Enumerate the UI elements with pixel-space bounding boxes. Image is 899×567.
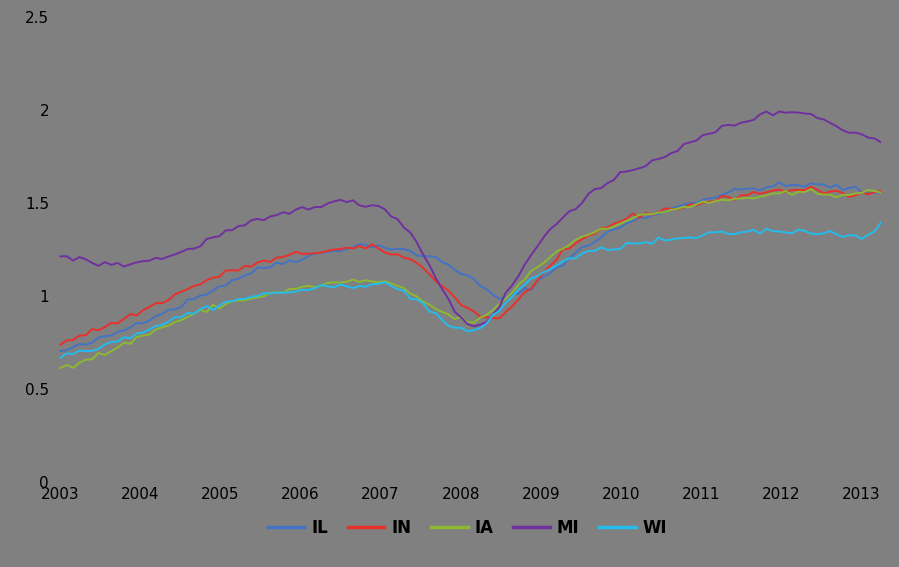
IA: [596, 225, 607, 232]
IA: [659, 209, 670, 216]
MI: [487, 311, 498, 318]
IN: [55, 341, 66, 348]
WI: [93, 345, 104, 352]
MI: [704, 130, 715, 137]
MI: [405, 229, 415, 236]
IL: [876, 189, 886, 196]
MI: [774, 108, 785, 115]
IA: [876, 189, 886, 196]
WI: [640, 239, 651, 246]
IL: [278, 261, 289, 268]
IL: [55, 348, 66, 354]
WI: [806, 230, 816, 237]
IA: [806, 185, 816, 192]
IL: [596, 234, 607, 241]
IA: [278, 289, 289, 296]
MI: [602, 180, 613, 187]
MI: [665, 150, 676, 156]
IN: [659, 205, 670, 212]
Line: WI: WI: [60, 222, 881, 358]
IL: [774, 179, 785, 186]
WI: [55, 354, 66, 361]
IN: [481, 314, 492, 320]
IN: [278, 253, 289, 260]
MI: [876, 139, 886, 146]
IN: [806, 183, 816, 190]
IA: [698, 198, 708, 205]
WI: [748, 226, 759, 233]
IN: [698, 199, 708, 206]
Line: IL: IL: [60, 183, 881, 351]
Line: MI: MI: [60, 112, 881, 326]
IL: [659, 210, 670, 217]
MI: [55, 253, 66, 260]
Line: IN: IN: [60, 187, 881, 345]
WI: [500, 299, 511, 306]
IA: [481, 311, 492, 318]
MI: [468, 323, 479, 329]
IL: [698, 196, 708, 203]
IA: [405, 290, 415, 297]
IA: [55, 365, 66, 371]
IN: [876, 187, 886, 194]
MI: [278, 209, 289, 215]
WI: [876, 219, 886, 226]
Legend: IL, IN, IA, MI, WI: IL, IN, IA, MI, WI: [261, 512, 674, 543]
IL: [405, 247, 415, 254]
IN: [596, 225, 607, 231]
IL: [481, 286, 492, 293]
Line: IA: IA: [60, 189, 881, 368]
WI: [774, 228, 785, 235]
IN: [405, 256, 415, 263]
